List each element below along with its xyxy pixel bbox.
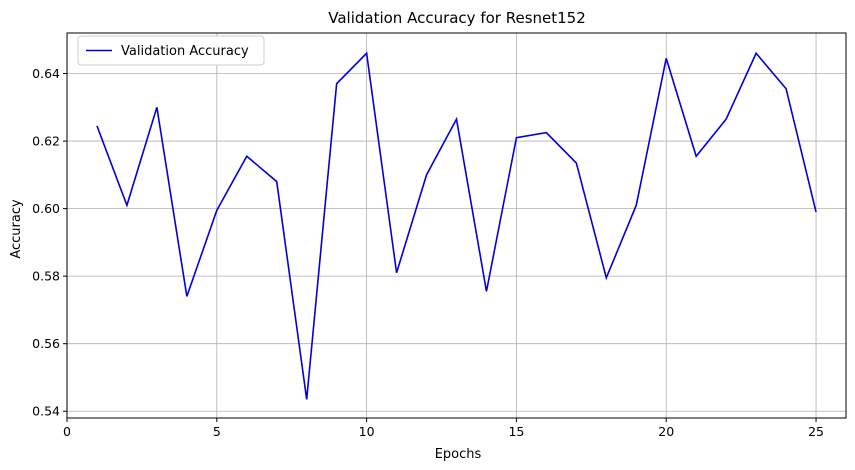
legend-label-validation-accuracy: Validation Accuracy: [121, 44, 249, 59]
grid-lines: [66, 33, 846, 418]
legend: Validation Accuracy: [77, 35, 265, 66]
y-axis-label: Accuracy: [9, 199, 24, 259]
y-tick-label: 0.64: [32, 66, 60, 81]
x-tick-label: 0: [63, 424, 71, 439]
y-tick-label: 0.60: [32, 201, 60, 216]
series-line-validation-accuracy: [96, 51, 817, 400]
x-tick-label: 25: [808, 424, 824, 439]
y-tick-label: 0.58: [32, 269, 60, 284]
y-tick-label: 0.54: [32, 404, 60, 419]
x-axis-label: Epochs: [435, 447, 482, 462]
x-tick-label: 15: [508, 424, 524, 439]
y-tick-label: 0.56: [32, 336, 60, 351]
plot-frame: [66, 32, 847, 419]
axis-ticks: 0 5 10 15 20 25 0.54 0.56 0.58 0.60 0.62 0.64: [32, 66, 824, 439]
x-tick-label: 10: [359, 424, 375, 439]
legend-box: [77, 35, 265, 66]
x-tick-label: 20: [658, 424, 674, 439]
chart-title: Validation Accuracy for Resnet152: [328, 9, 586, 27]
y-tick-label: 0.62: [32, 134, 60, 149]
x-tick-label: 5: [213, 424, 221, 439]
